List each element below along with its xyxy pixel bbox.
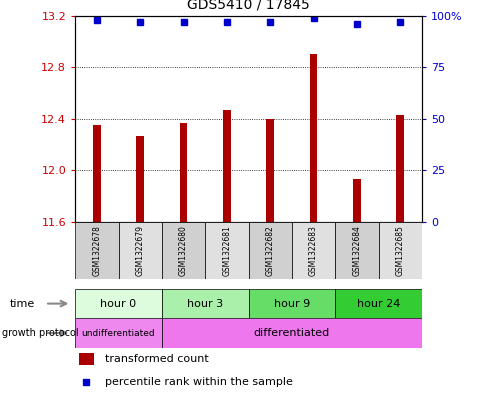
Text: GSM1322684: GSM1322684 [352, 225, 361, 276]
Text: differentiated: differentiated [253, 328, 329, 338]
Text: GSM1322680: GSM1322680 [179, 225, 188, 276]
Text: hour 9: hour 9 [273, 299, 309, 309]
Text: percentile rank within the sample: percentile rank within the sample [105, 376, 292, 387]
Bar [352, 180, 360, 222]
Bar [75, 222, 118, 279]
Bar [378, 222, 421, 279]
Bar [162, 318, 421, 348]
Bar [162, 222, 205, 279]
Bar [162, 289, 248, 318]
Bar [395, 115, 403, 222]
Bar [205, 222, 248, 279]
Bar [334, 289, 421, 318]
Text: GSM1322683: GSM1322683 [308, 225, 318, 276]
Bar [266, 119, 273, 222]
Text: hour 24: hour 24 [356, 299, 399, 309]
Bar [75, 289, 162, 318]
Text: GSM1322681: GSM1322681 [222, 225, 231, 276]
Text: undifferentiated: undifferentiated [81, 329, 155, 338]
Text: GSM1322685: GSM1322685 [395, 225, 404, 276]
Bar [136, 136, 144, 222]
Bar [248, 222, 291, 279]
Bar [309, 54, 317, 222]
Bar [75, 318, 162, 348]
Bar [248, 289, 334, 318]
Bar [179, 123, 187, 222]
Title: GDS5410 / 17845: GDS5410 / 17845 [187, 0, 309, 12]
Text: hour 0: hour 0 [100, 299, 136, 309]
Text: GSM1322679: GSM1322679 [136, 225, 144, 276]
Text: GSM1322678: GSM1322678 [92, 225, 101, 276]
Bar [291, 222, 334, 279]
Text: GSM1322682: GSM1322682 [265, 225, 274, 276]
Bar [334, 222, 378, 279]
Bar [78, 353, 94, 365]
Bar [118, 222, 162, 279]
Text: growth protocol: growth protocol [2, 328, 79, 338]
Text: transformed count: transformed count [105, 354, 208, 364]
Bar [223, 110, 230, 222]
Text: hour 3: hour 3 [187, 299, 223, 309]
Text: time: time [10, 299, 35, 309]
Bar [93, 125, 101, 222]
